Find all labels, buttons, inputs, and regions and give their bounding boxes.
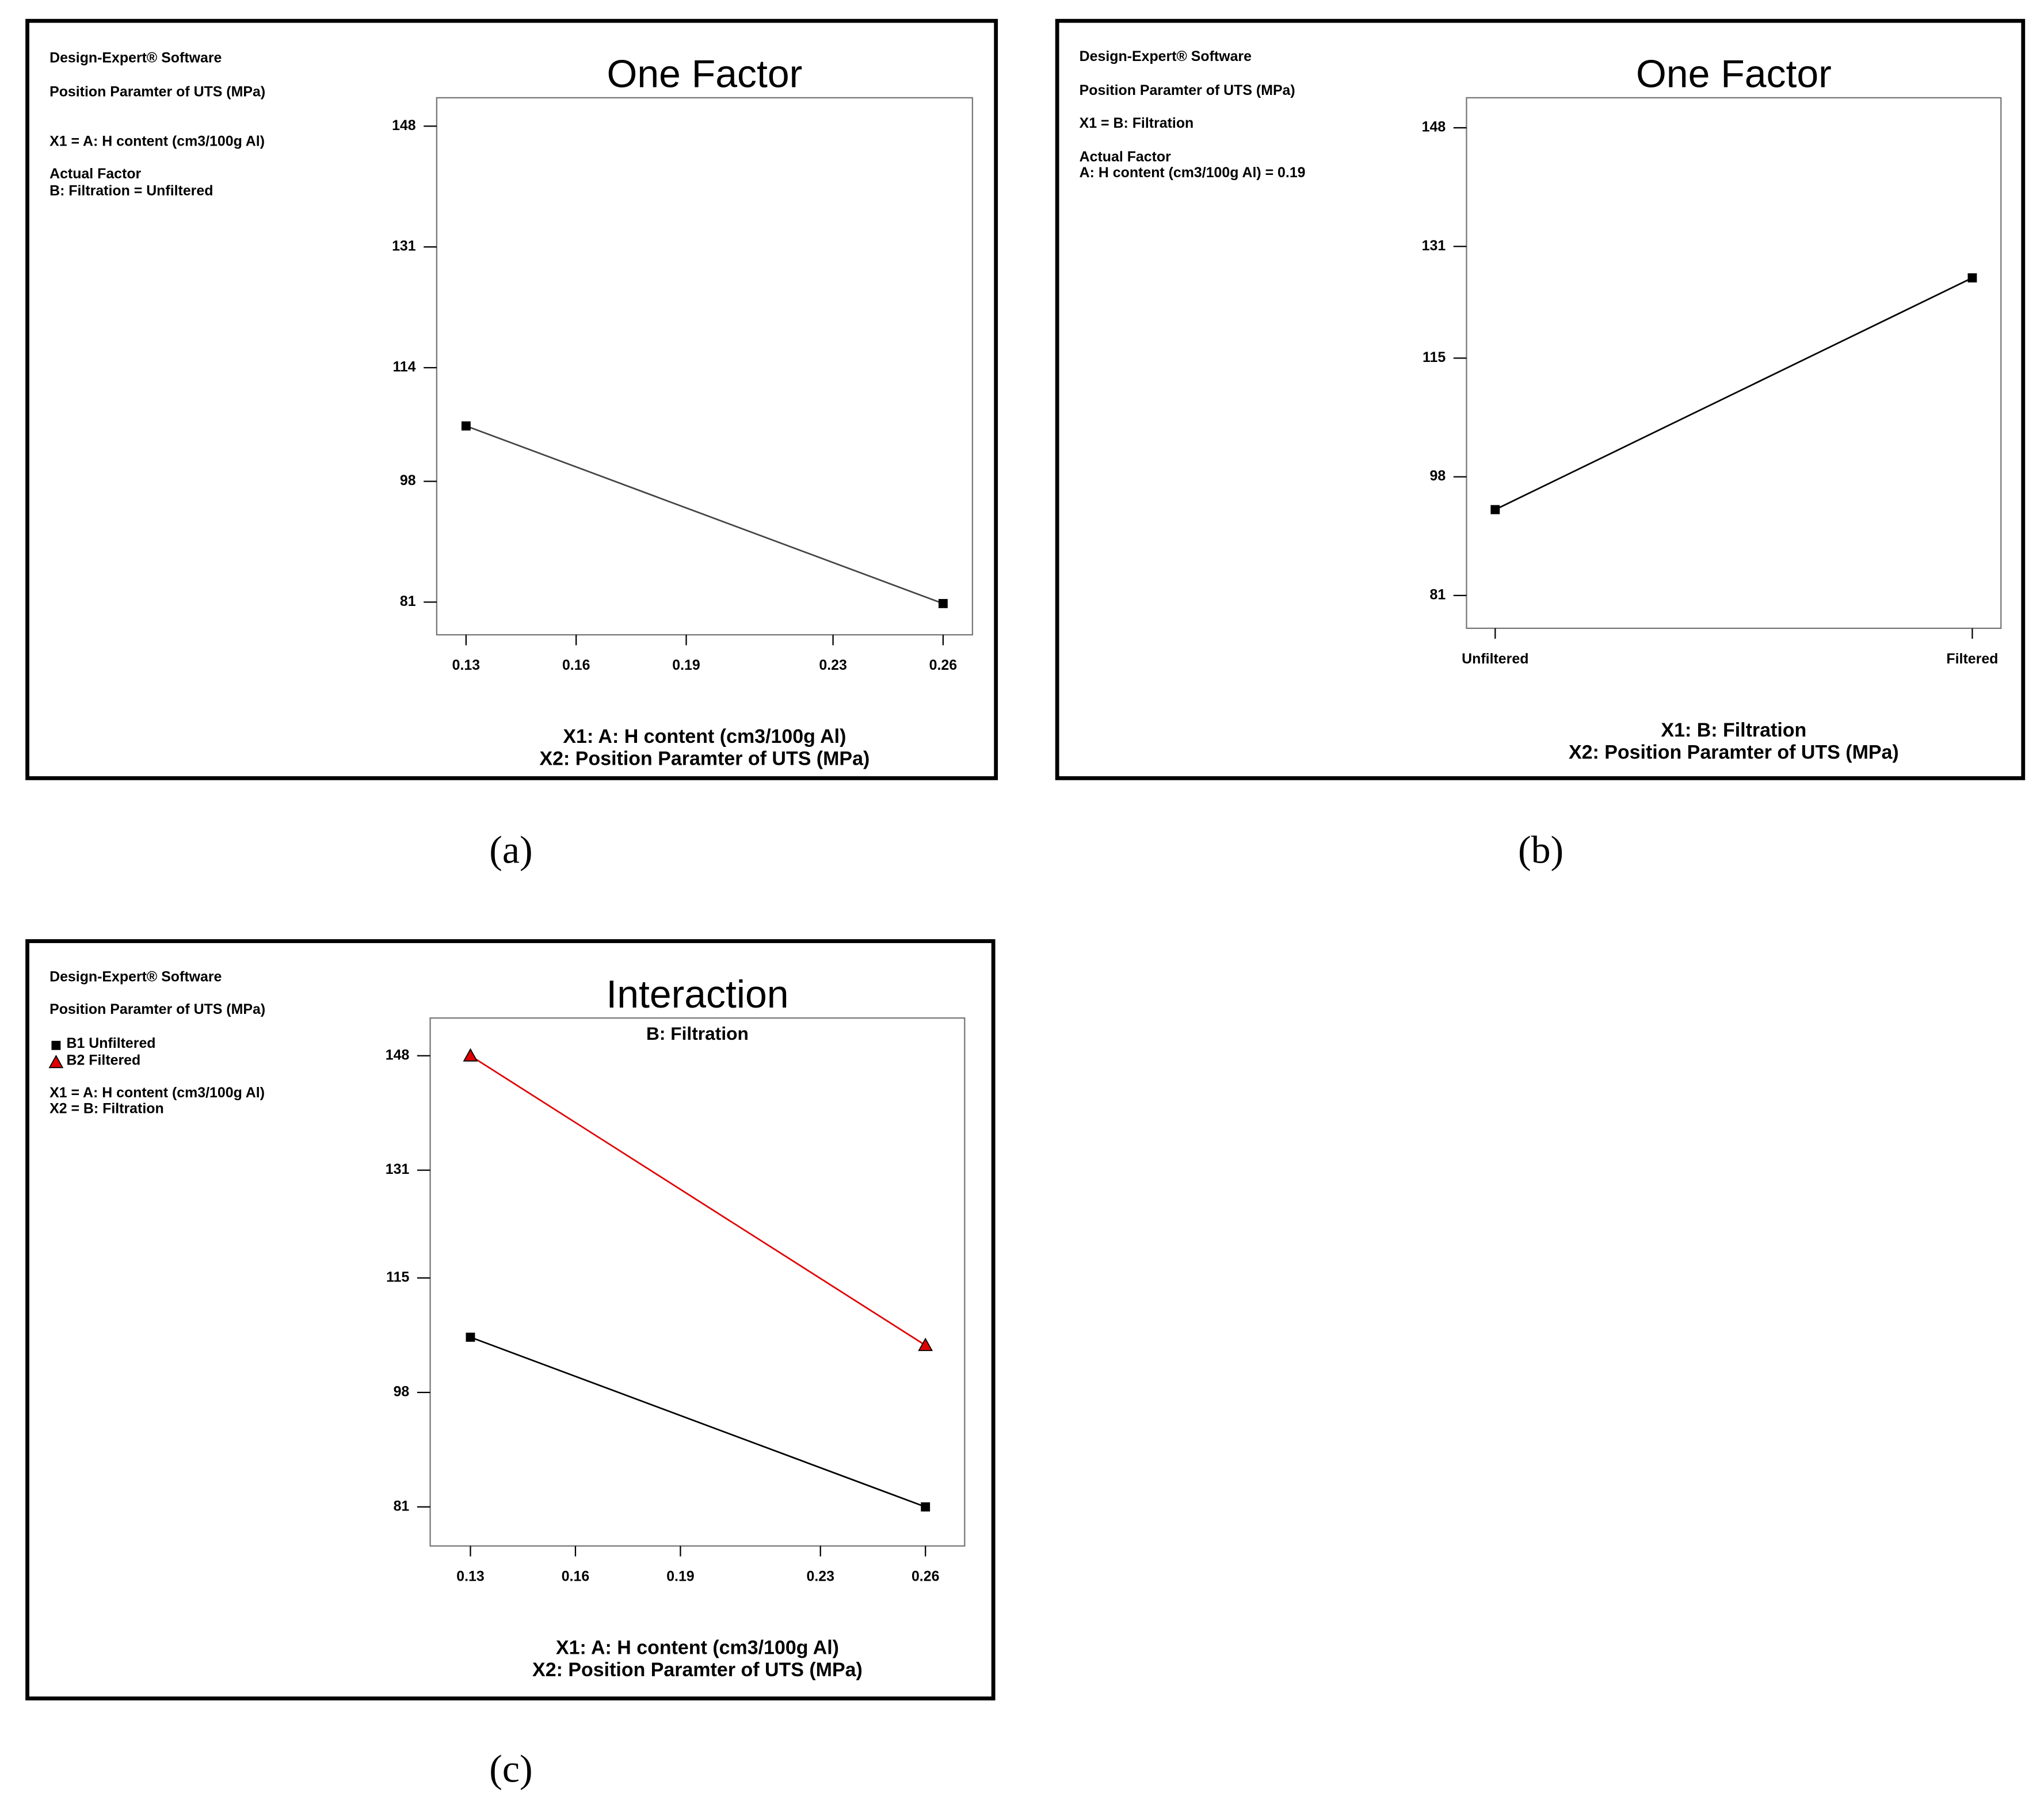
panel-frame [25,18,998,780]
note: B: Filtration = Unfiltered [49,183,213,199]
y-tick-label: 148 [392,117,416,133]
legend-label: B1 Unfiltered [67,1035,156,1051]
marker [918,1337,933,1351]
note: X1 = B: Filtration [1080,115,1194,131]
plot-area [429,1017,966,1547]
x-axis-label: X1: B: Filtration [1661,719,1806,741]
y-tick-label: 131 [392,238,416,254]
series-line [1494,277,1973,510]
marker [938,598,948,608]
panel-label: (c) [489,1746,532,1790]
note: Actual Factor [1080,149,1171,165]
series-line [470,1055,926,1346]
note: Position Paramter of UTS (MPa) [49,83,265,100]
x-tick-label: Filtered [1946,651,1998,667]
plot-area [1466,97,2002,630]
x-tick-label: 0.19 [666,1569,694,1585]
x-axis-label: X2: Position Paramter of UTS (MPa) [539,748,870,770]
plot-area [436,97,974,636]
note: Position Paramter of UTS (MPa) [1080,82,1295,98]
y-tick-label: 131 [1422,238,1446,254]
chart-title: Interaction [606,972,788,1016]
marker [1967,273,1977,283]
panel-label: (b) [1518,827,1563,871]
x-tick-label: 0.23 [806,1569,834,1585]
panel-frame [1055,18,2026,780]
chart-title: One Factor [1636,52,1832,96]
x-axis-label: X2: Position Paramter of UTS (MPa) [532,1659,863,1681]
y-tick-label: 115 [1423,349,1446,365]
x-tick-label: Unfiltered [1462,651,1528,667]
marker [48,1055,64,1069]
marker [921,1502,931,1512]
x-tick-label: 0.13 [456,1569,484,1585]
panel-frame [25,939,996,1701]
marker [463,1048,478,1062]
x-tick-label: 0.16 [562,1569,589,1585]
y-tick-label: 81 [394,1498,410,1514]
y-tick-label: 115 [386,1269,409,1285]
x-tick-label: 0.26 [929,657,957,673]
note: X1 = A: H content (cm3/100g Al) [49,133,265,149]
y-tick-label: 98 [400,472,416,489]
note: X1 = A: H content (cm3/100g Al) [49,1085,265,1101]
marker [466,1332,475,1342]
x-tick-label: 0.23 [819,657,846,673]
x-axis-label: X1: A: H content (cm3/100g Al) [563,726,846,747]
note: Actual Factor [49,166,141,182]
y-tick-label: 148 [386,1047,410,1063]
y-tick-label: 98 [394,1383,410,1399]
series-line [470,1336,926,1508]
note: Design-Expert® Software [1080,48,1252,64]
y-tick-label: 148 [1422,119,1446,135]
marker [51,1040,61,1050]
y-tick-label: 81 [400,593,416,609]
chart-subtitle: B: Filtration [646,1023,749,1044]
note: X2 = B: Filtration [49,1100,164,1116]
x-tick-label: 0.19 [672,657,700,673]
y-tick-label: 81 [1430,586,1446,602]
note: Position Paramter of UTS (MPa) [49,1001,265,1017]
x-tick-label: 0.26 [912,1569,939,1585]
y-tick-label: 98 [1430,468,1446,484]
panel-label: (a) [489,827,532,871]
x-axis-label: X1: A: H content (cm3/100g Al) [556,1637,839,1659]
series-line [466,425,944,605]
x-tick-label: 0.13 [452,657,480,673]
note: A: H content (cm3/100g Al) = 0.19 [1080,165,1306,181]
marker [1490,505,1500,514]
x-tick-label: 0.16 [562,657,590,673]
y-tick-label: 131 [386,1161,410,1177]
note: Design-Expert® Software [49,50,222,66]
y-tick-label: 114 [392,359,415,375]
x-axis-label: X2: Position Paramter of UTS (MPa) [1569,741,1899,763]
note: Design-Expert® Software [49,969,222,985]
marker [461,421,471,431]
legend-label: B2 Filtered [67,1052,141,1069]
chart-title: One Factor [607,52,802,96]
